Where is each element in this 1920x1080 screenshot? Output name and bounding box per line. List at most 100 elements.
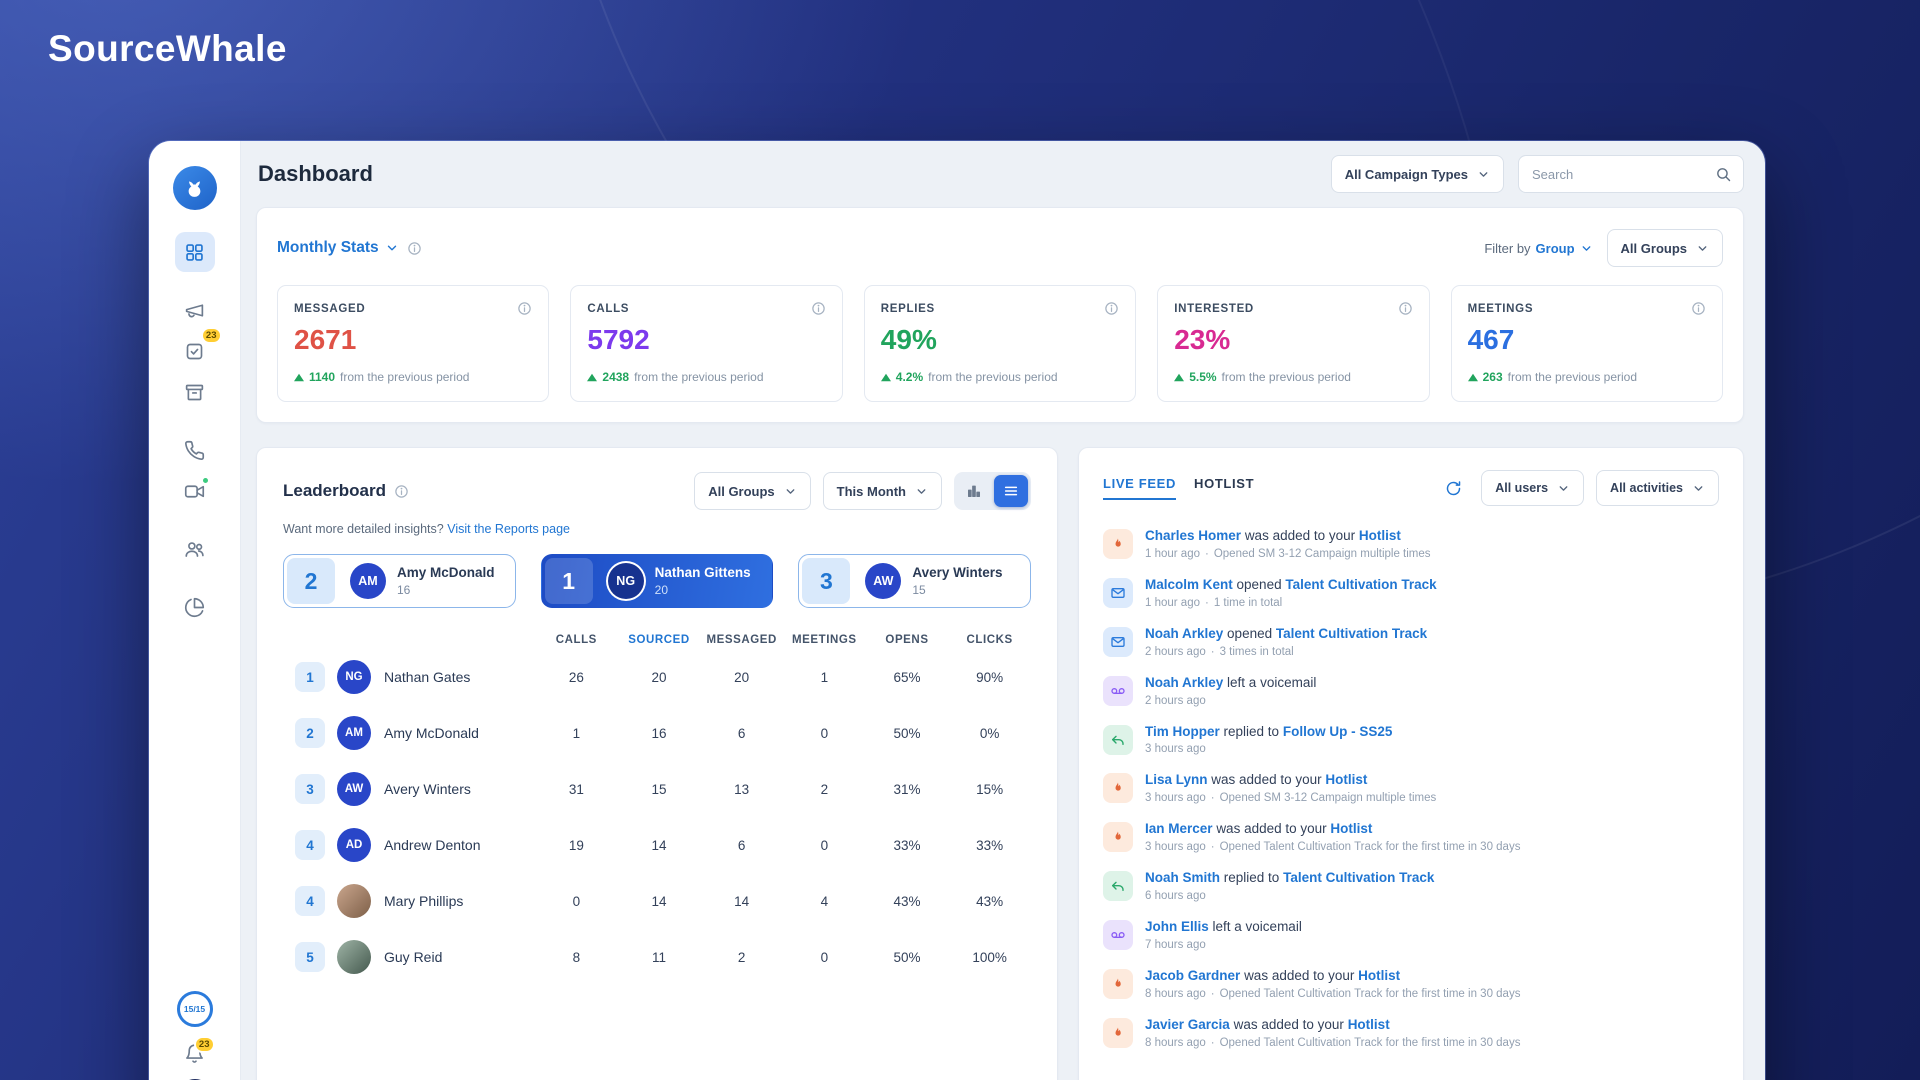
livefeed-card: LIVE FEED HOTLIST All users	[1078, 447, 1744, 1080]
tab-live-feed[interactable]: LIVE FEED	[1103, 476, 1177, 500]
cell-meetings: 1	[820, 669, 829, 685]
info-icon[interactable]	[394, 484, 409, 499]
credits-ring[interactable]: 15/15	[176, 991, 213, 1027]
tab-hotlist[interactable]: HOTLIST	[1194, 476, 1255, 491]
feed-separator: ·	[1205, 596, 1209, 609]
podium-card[interactable]: 3 AW Avery Winters 15	[798, 554, 1032, 608]
table-row[interactable]: 5 Guy Reid 8 11 2 0 50% 100%	[283, 932, 1031, 982]
feed-person-link[interactable]: John Ellis	[1145, 919, 1209, 934]
feed-target-link[interactable]: Talent Cultivation Track	[1285, 576, 1437, 592]
info-icon[interactable]	[517, 301, 532, 316]
sidebar-item-reports[interactable]	[175, 587, 215, 627]
feed-item[interactable]: Javier Garcia was added to your Hotlist …	[1103, 1009, 1719, 1058]
sidebar-item-tasks[interactable]: 23	[175, 327, 222, 371]
col-clicks[interactable]: CLICKS	[966, 634, 1013, 646]
feed-target-link[interactable]: Talent Cultivation Track	[1283, 870, 1435, 886]
cell-calls: 0	[572, 893, 581, 909]
avatar: AD	[337, 828, 371, 862]
cell-meetings: 4	[820, 893, 829, 909]
table-row[interactable]: 4 AD Andrew Denton 19 14 6 0 33% 33%	[283, 820, 1031, 870]
filter-by-value[interactable]: Group	[1535, 240, 1575, 256]
sidebar-item-campaigns[interactable]	[175, 290, 215, 330]
info-icon[interactable]	[1398, 301, 1413, 316]
all-users-dropdown[interactable]: All users	[1481, 470, 1585, 506]
sidebar-item-calls[interactable]	[175, 430, 215, 470]
feed-action-text: was added to your	[1244, 528, 1356, 543]
podium-card[interactable]: 2 AM Amy McDonald 16	[283, 554, 516, 608]
feed-target-link[interactable]: Hotlist	[1330, 821, 1373, 837]
list-view-button[interactable]	[994, 475, 1028, 507]
all-groups-dropdown[interactable]: All Groups	[1606, 229, 1723, 267]
feed-target-link[interactable]: Hotlist	[1325, 772, 1368, 788]
podium-name: Nathan Gittens	[654, 565, 751, 581]
table-row[interactable]: 4 Mary Phillips 0 14 14 4 43% 43%	[283, 876, 1031, 926]
feed-person-link[interactable]: Lisa Lynn	[1145, 772, 1208, 788]
feed-target-link[interactable]: Hotlist	[1347, 1016, 1390, 1032]
feed-item[interactable]: Ian Mercer was added to your Hotlist 3 h…	[1103, 813, 1719, 862]
campaign-type-dropdown[interactable]: All Campaign Types	[1330, 155, 1504, 193]
search-box[interactable]	[1518, 155, 1744, 193]
feed-item[interactable]: John Ellis left a voicemail 7 hours ago·	[1103, 911, 1719, 960]
info-icon[interactable]	[1691, 301, 1706, 316]
feed-item[interactable]: Jacob Gardner was added to your Hotlist …	[1103, 960, 1719, 1009]
col-meetings[interactable]: MEETINGS	[791, 634, 857, 646]
sidebar-item-candidates[interactable]	[175, 529, 215, 569]
feed-person-link[interactable]: Noah Arkley	[1145, 674, 1224, 690]
info-icon[interactable]	[407, 241, 422, 256]
feed-target-link[interactable]: Hotlist	[1358, 967, 1401, 983]
col-opens[interactable]: OPENS	[885, 634, 929, 646]
feed-target-link[interactable]: Follow Up - SS25	[1282, 723, 1393, 739]
cell-messaged: 6	[737, 837, 746, 853]
feed-person-link[interactable]: Malcolm Kent	[1145, 576, 1233, 592]
feed-item[interactable]: Malcolm Kent opened Talent Cultivation T…	[1103, 569, 1719, 618]
notifications-button[interactable]: 23	[182, 1036, 215, 1066]
stat-delta: 5.5% from the previous period	[1174, 370, 1412, 384]
sidebar-item-dashboard[interactable]	[174, 232, 215, 272]
feed-person-link[interactable]: Ian Mercer	[1145, 821, 1213, 837]
monthly-stats-title: Monthly Stats	[277, 239, 379, 256]
chevron-down-icon	[786, 488, 795, 494]
filter-by-group[interactable]: Filter by Group	[1484, 241, 1592, 256]
feed-item[interactable]: Lisa Lynn was added to your Hotlist 3 ho…	[1103, 764, 1719, 813]
col-messaged[interactable]: MESSAGED	[706, 634, 777, 646]
leaderboard-period-dropdown[interactable]: This Month	[822, 472, 942, 510]
feed-person-link[interactable]: Jacob Gardner	[1145, 967, 1241, 983]
feed-person-link[interactable]: Tim Hopper	[1145, 723, 1220, 739]
feed-item[interactable]: Noah Arkley opened Talent Cultivation Tr…	[1103, 618, 1719, 667]
stat-card: REPLIES 49% 4.2% from the previous perio…	[863, 285, 1137, 402]
feed-person-link[interactable]: Noah Smith	[1145, 870, 1221, 886]
col-calls[interactable]: CALLS	[555, 634, 597, 646]
col-sourced[interactable]: SOURCED	[628, 634, 690, 646]
feed-item[interactable]: Charles Homer was added to your Hotlist …	[1103, 520, 1719, 569]
sidebar-item-meetings[interactable]	[175, 471, 215, 511]
leaderboard-groups-dropdown[interactable]: All Groups	[694, 472, 811, 510]
info-icon[interactable]	[1104, 301, 1119, 316]
feed-action-text: replied to	[1223, 870, 1280, 886]
table-row[interactable]: 2 AM Amy McDonald 1 16 6 0 50% 0%	[283, 708, 1031, 758]
feed-person-link[interactable]: Charles Homer	[1145, 528, 1242, 543]
feed-timestamp: 3 hours ago	[1145, 743, 1206, 756]
info-icon[interactable]	[811, 301, 826, 316]
all-activities-dropdown[interactable]: All activities	[1596, 470, 1719, 506]
sidebar-item-inbox[interactable]	[175, 372, 215, 412]
refresh-button[interactable]	[1437, 472, 1469, 504]
cell-sourced: 15	[651, 781, 667, 797]
podium-card[interactable]: 1 NG Nathan Gittens 20	[540, 554, 774, 608]
person-name: Guy Reid	[384, 949, 443, 965]
feed-item[interactable]: Noah Smith replied to Talent Cultivation…	[1103, 862, 1719, 911]
leaderboard-card: Leaderboard All Groups This Month	[256, 447, 1058, 1080]
feed-person-link[interactable]: Javier Garcia	[1145, 1016, 1230, 1032]
reports-page-link[interactable]: Visit the Reports page	[447, 522, 570, 536]
cell-messaged: 2	[737, 949, 746, 965]
table-row[interactable]: 3 AW Avery Winters 31 15 13 2 31% 15%	[283, 764, 1031, 814]
feed-item[interactable]: Tim Hopper replied to Follow Up - SS25 3…	[1103, 716, 1719, 765]
feed-target-link[interactable]: Hotlist	[1358, 528, 1401, 543]
feed-item[interactable]: Noah Arkley left a voicemail 2 hours ago…	[1103, 667, 1719, 716]
table-row[interactable]: 1 NG Nathan Gates 26 20 20 1 65% 90%	[283, 652, 1031, 702]
envelope-icon	[1111, 587, 1125, 598]
monthly-stats-dropdown[interactable]: Monthly Stats	[277, 239, 399, 257]
podium-view-button[interactable]	[957, 475, 991, 507]
feed-person-link[interactable]: Noah Arkley	[1145, 625, 1224, 641]
feed-target-link[interactable]: Talent Cultivation Track	[1275, 625, 1428, 641]
search-input[interactable]	[1532, 166, 1715, 182]
